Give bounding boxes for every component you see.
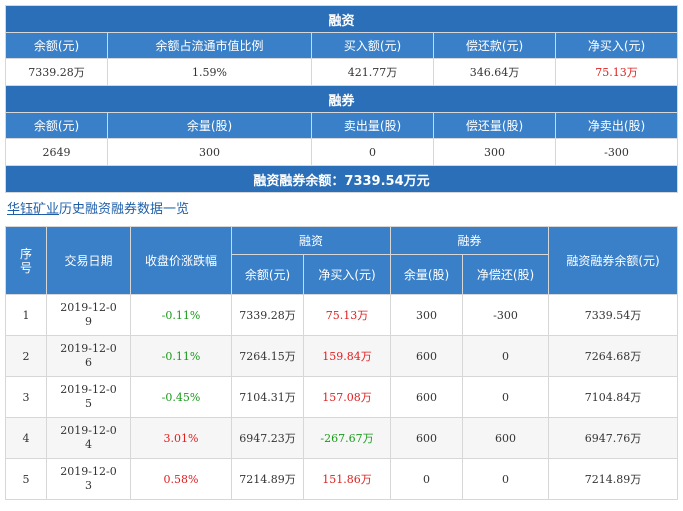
col-header-margin-net: 净买入(元) bbox=[302, 254, 392, 295]
margin-value-repay: 346.64万 bbox=[433, 58, 556, 86]
history-table: 序号 交易日期 收盘价涨跌幅 融资 融券 融资融券余额(元) 余额(元) 净买入… bbox=[5, 226, 679, 500]
row-index: 2 bbox=[5, 335, 47, 377]
row-short-net: -300 bbox=[462, 294, 550, 336]
row-index: 5 bbox=[5, 458, 47, 500]
row-short-net: 0 bbox=[462, 458, 550, 500]
row-short-net: 0 bbox=[462, 376, 550, 418]
row-total: 7264.68万 bbox=[548, 335, 679, 377]
margin-header-repay: 偿还款(元) bbox=[433, 32, 556, 59]
row-margin-net: 157.08万 bbox=[302, 376, 392, 418]
row-margin-net: 159.84万 bbox=[302, 335, 392, 377]
row-short-qty: 600 bbox=[390, 376, 464, 418]
row-index: 4 bbox=[5, 417, 47, 459]
margin-value-balance: 7339.28万 bbox=[5, 58, 108, 86]
row-change: 3.01% bbox=[130, 417, 232, 459]
short-header-sell: 卖出量(股) bbox=[311, 112, 434, 139]
row-index: 3 bbox=[5, 376, 47, 418]
history-title-text: 历史融资融券数据一览 bbox=[59, 202, 190, 217]
row-margin-net: 75.13万 bbox=[302, 294, 392, 336]
row-short-qty: 300 bbox=[390, 294, 464, 336]
row-change: 0.58% bbox=[130, 458, 232, 500]
row-margin-balance: 7339.28万 bbox=[231, 294, 304, 336]
col-header-margin-balance: 余额(元) bbox=[231, 254, 304, 295]
margin-header-ratio: 余额占流通市值比例 bbox=[107, 32, 312, 59]
row-date: 2019-12-05 bbox=[46, 376, 131, 418]
col-header-short-qty: 余量(股) bbox=[390, 254, 464, 295]
row-margin-balance: 7104.31万 bbox=[231, 376, 304, 418]
summary-table: 融资 余额(元) 余额占流通市值比例 买入额(元) 偿还款(元) 净买入(元) … bbox=[4, 5, 679, 193]
margin-section-title: 融资 bbox=[4, 5, 679, 33]
short-header-balance: 余额(元) bbox=[5, 112, 108, 139]
row-short-qty: 0 bbox=[390, 458, 464, 500]
table-row: 1 2019-12-09 -0.11% 7339.28万 75.13万 300 -300 73… bbox=[5, 294, 679, 336]
short-header-qty: 余量(股) bbox=[107, 112, 312, 139]
margin-header-balance: 余额(元) bbox=[5, 32, 108, 59]
row-short-net: 600 bbox=[462, 417, 550, 459]
row-margin-balance: 7264.15万 bbox=[231, 335, 304, 377]
table-row: 5 2019-12-03 0.58% 7214.89万 151.86万 0 0 7214.89… bbox=[5, 458, 679, 500]
short-header-net-sell: 净卖出(股) bbox=[554, 112, 679, 139]
table-row: 2 2019-12-06 -0.11% 7264.15万 159.84万 600 0 7264… bbox=[5, 335, 679, 377]
margin-header-buy: 买入额(元) bbox=[311, 32, 434, 59]
row-total: 7104.84万 bbox=[548, 376, 679, 418]
short-value-sell: 0 bbox=[311, 138, 434, 166]
row-date: 2019-12-09 bbox=[46, 294, 131, 336]
row-margin-net: -267.67万 bbox=[302, 417, 392, 459]
history-body: 1 2019-12-09 -0.11% 7339.28万 75.13万 300 -300 73… bbox=[5, 294, 679, 500]
table-row: 3 2019-12-05 -0.45% 7104.31万 157.08万 600 0 7104… bbox=[5, 376, 679, 418]
col-header-index: 序号 bbox=[5, 226, 47, 295]
row-date: 2019-12-06 bbox=[46, 335, 131, 377]
row-total: 6947.76万 bbox=[548, 417, 679, 459]
short-section-title: 融券 bbox=[4, 85, 679, 113]
margin-header-net-buy: 净买入(元) bbox=[554, 32, 679, 59]
short-header-repay: 偿还量(股) bbox=[433, 112, 556, 139]
row-margin-net: 151.86万 bbox=[302, 458, 392, 500]
row-total: 7214.89万 bbox=[548, 458, 679, 500]
short-value-balance: 2649 bbox=[5, 138, 108, 166]
table-row: 4 2019-12-04 3.01% 6947.23万 -267.67万 600 600 69… bbox=[5, 417, 679, 459]
stock-name-link[interactable]: 华钰矿业 bbox=[7, 202, 60, 217]
row-date: 2019-12-04 bbox=[46, 417, 131, 459]
short-value-qty: 300 bbox=[107, 138, 312, 166]
row-change: -0.45% bbox=[130, 376, 232, 418]
margin-value-net-buy: 75.13万 bbox=[554, 58, 679, 86]
col-header-short-net: 净偿还(股) bbox=[462, 254, 550, 295]
margin-value-ratio: 1.59% bbox=[107, 58, 312, 86]
row-index: 1 bbox=[5, 294, 47, 336]
col-header-total: 融资融券余额(元) bbox=[548, 226, 679, 295]
short-value-net-sell: -300 bbox=[554, 138, 679, 166]
short-value-repay: 300 bbox=[433, 138, 556, 166]
row-margin-balance: 7214.89万 bbox=[231, 458, 304, 500]
history-title: 华钰矿业历史融资融券数据一览 bbox=[7, 198, 189, 217]
row-short-qty: 600 bbox=[390, 417, 464, 459]
row-short-qty: 600 bbox=[390, 335, 464, 377]
col-header-change: 收盘价涨跌幅 bbox=[130, 226, 232, 295]
row-total: 7339.54万 bbox=[548, 294, 679, 336]
row-short-net: 0 bbox=[462, 335, 550, 377]
row-change: -0.11% bbox=[130, 335, 232, 377]
col-header-date: 交易日期 bbox=[46, 226, 131, 295]
total-balance: 融资融券余额：7339.54万元 bbox=[4, 165, 679, 193]
row-margin-balance: 6947.23万 bbox=[231, 417, 304, 459]
group-header-margin: 融资 bbox=[230, 226, 392, 255]
row-change: -0.11% bbox=[130, 294, 232, 336]
group-header-short: 融券 bbox=[390, 226, 550, 255]
row-date: 2019-12-03 bbox=[46, 458, 131, 500]
margin-value-buy: 421.77万 bbox=[311, 58, 434, 86]
